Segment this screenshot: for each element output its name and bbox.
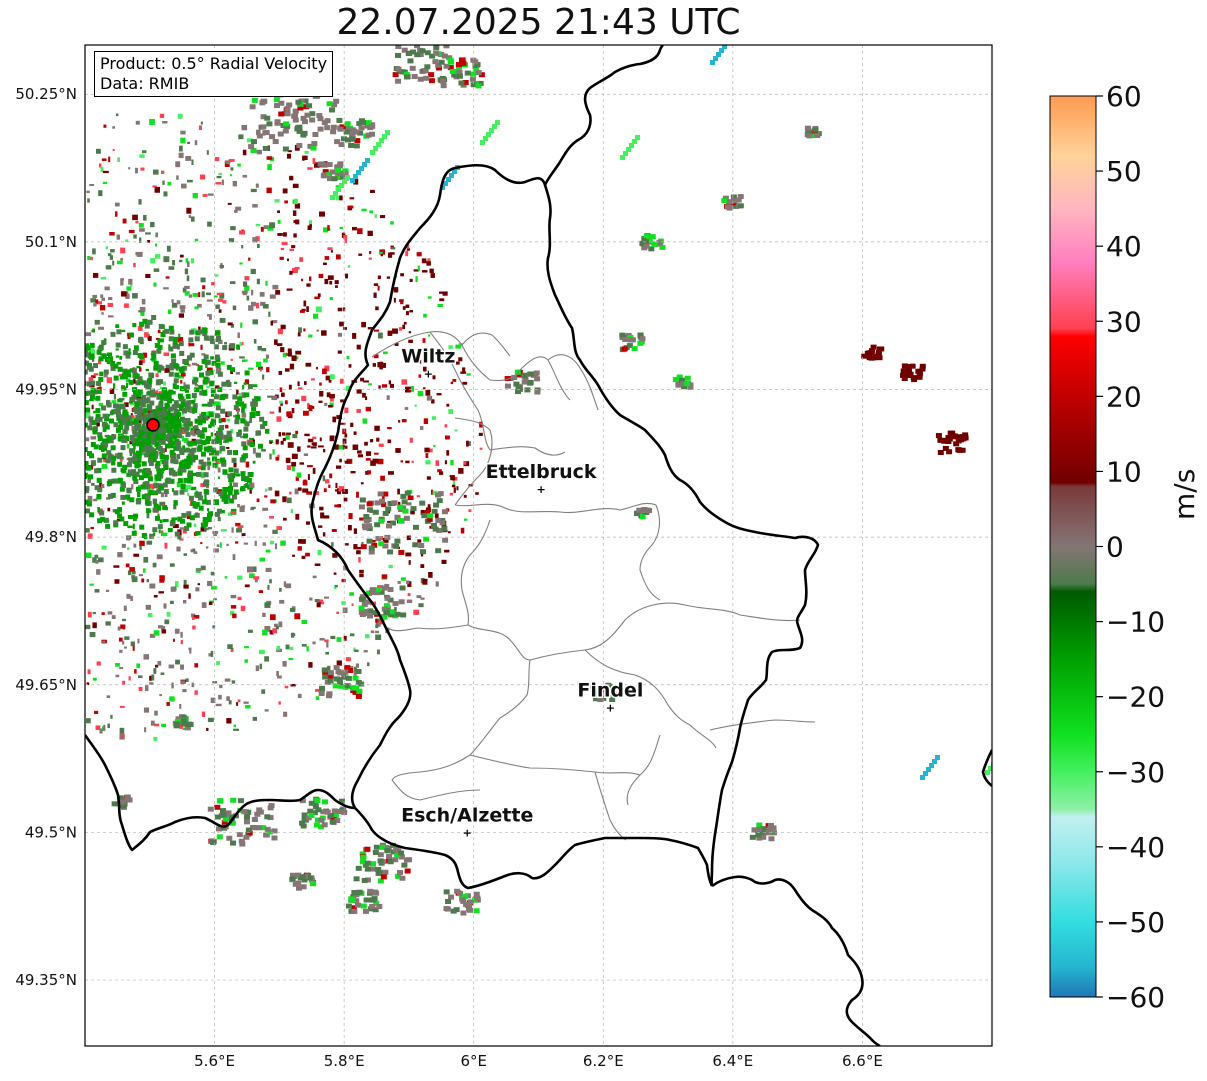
colorbar-tick-label: 60 (1106, 80, 1142, 113)
lon-tick-label: 6.2°E (583, 1052, 624, 1070)
product-label: Product: 0.5° Radial Velocity (100, 54, 328, 73)
product-info-box: Product: 0.5° Radial Velocity Data: RMIB (94, 51, 334, 97)
lon-tick-label: 6.4°E (712, 1052, 753, 1070)
colorbar-gradient (1049, 95, 1097, 998)
longitude-ticks: 5.6°E 5.8°E 6°E 6.2°E 6.4°E 6.6°E (194, 1052, 883, 1070)
lon-tick-label: 5.6°E (194, 1052, 235, 1070)
lat-tick-label: 49.35°N (15, 971, 77, 989)
city-marker: + (463, 826, 472, 839)
national-borders (85, 45, 992, 1046)
colorbar-tick-label: −60 (1106, 981, 1165, 1014)
lat-tick-label: 49.8°N (25, 528, 77, 546)
colorbar-tick-label: 40 (1106, 230, 1142, 263)
colorbar-tick-label: 30 (1106, 305, 1142, 338)
lat-tick-label: 50.1°N (25, 233, 77, 251)
radar-site-marker (146, 418, 160, 432)
lat-tick-label: 50.25°N (15, 85, 77, 103)
colorbar-tick-label: 50 (1106, 155, 1142, 188)
colorbar-tick-label: −50 (1106, 906, 1165, 939)
colorbar-tick-label: −30 (1106, 756, 1165, 789)
lat-tick-label: 49.95°N (15, 380, 77, 398)
latitude-ticks: 50.25°N 50.1°N 49.95°N 49.8°N 49.65°N 49.5°N 4… (15, 85, 77, 989)
data-source-label: Data: RMIB (100, 74, 190, 93)
colorbar-tick-label: 20 (1106, 380, 1142, 413)
radar-echoes (85, 45, 992, 916)
canton-boundaries (371, 331, 816, 841)
city-label: Esch/Alzette (401, 804, 533, 826)
city-marker: + (536, 483, 545, 496)
city-label: Findel (577, 679, 643, 701)
colorbar-tick-label: 0 (1106, 531, 1124, 564)
city-marker: + (424, 368, 433, 381)
lon-tick-label: 6.6°E (842, 1052, 883, 1070)
lon-tick-label: 6°E (460, 1052, 487, 1070)
city-labels: +Wiltz+Ettelbruck+Findel+Esch/Alzette (400, 344, 645, 839)
lat-tick-label: 49.5°N (25, 823, 77, 841)
colorbar-tick-label: 10 (1106, 455, 1142, 488)
colorbar-tick-label: −40 (1106, 831, 1165, 864)
colorbar-tick-label: −10 (1106, 606, 1165, 639)
graticule (85, 45, 992, 1046)
lon-tick-label: 5.8°E (324, 1052, 365, 1070)
lat-tick-label: 49.65°N (15, 676, 77, 694)
colorbar-unit-label: m/s (1168, 468, 1201, 520)
colorbar-ticks: 60 50 40 30 20 10 0 −10 −20 −30 −40 −50 −60 (1096, 80, 1165, 1014)
colorbar-tick-label: −20 (1106, 681, 1165, 714)
city-label: Ettelbruck (486, 461, 597, 483)
city-label: Wiltz (401, 346, 455, 368)
city-marker: + (606, 701, 615, 714)
map-frame (84, 44, 993, 1047)
colorbar: 60 50 40 30 20 10 0 −10 −20 −30 −40 −50 −60 (1049, 80, 1165, 1014)
map-title: 22.07.2025 21:43 UTC (336, 2, 741, 43)
